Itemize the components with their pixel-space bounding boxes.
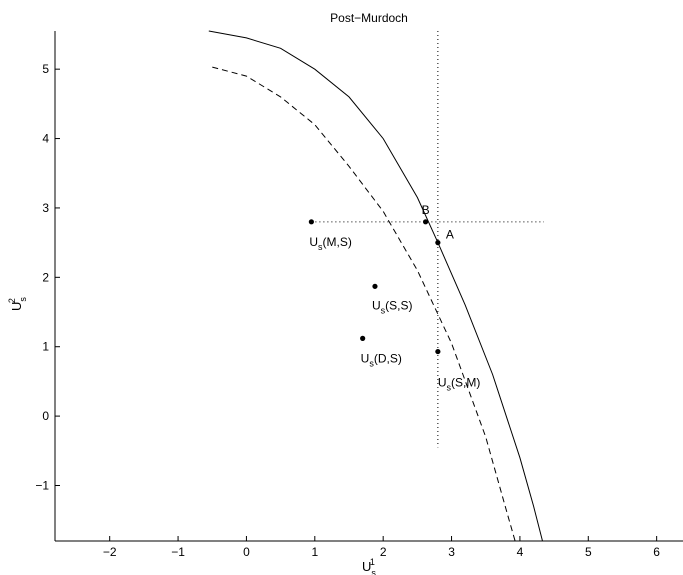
series-layer — [208, 30, 543, 542]
x-tick-label: 2 — [380, 545, 387, 559]
y-tick-label: 1 — [42, 340, 49, 354]
svg-text:Us2: Us2 — [7, 297, 28, 311]
series-line-dashed — [212, 66, 516, 542]
x-axis-label: Us1 — [362, 557, 376, 575]
y-tick-label: 4 — [42, 132, 49, 146]
x-tick-label: 3 — [448, 545, 455, 559]
x-tick-label: 0 — [243, 545, 250, 559]
point-label: Us(S,M) — [438, 376, 481, 393]
point-label: Us(S,S) — [372, 298, 413, 315]
x-tick-label: 6 — [653, 545, 660, 559]
x-tick-label: 1 — [311, 545, 318, 559]
x-tick-label: −2 — [103, 545, 117, 559]
point-label: B — [422, 203, 430, 217]
y-tick-label: 0 — [42, 409, 49, 423]
chart-title: Post−Murdoch — [330, 11, 408, 25]
data-point — [360, 335, 366, 341]
data-point — [372, 283, 378, 289]
plot-area — [55, 31, 683, 541]
y-tick-label: −1 — [35, 478, 49, 492]
point-label: A — [446, 228, 454, 242]
x-ticks: −2 −1 0 1 2 3 4 5 6 — [103, 536, 660, 559]
data-point — [422, 219, 429, 225]
x-tick-label: 5 — [585, 545, 592, 559]
points-layer: Us(M,S) Us(S,S) Us(D,S) Us(S,M) B A — [308, 203, 481, 393]
y-tick-label: 5 — [42, 62, 49, 76]
x-tick-label: 4 — [517, 545, 524, 559]
point-label: Us(D,S) — [361, 351, 402, 368]
x-tick-label: −1 — [171, 545, 185, 559]
y-ticks: −1 0 1 2 3 4 5 — [35, 62, 60, 492]
y-tick-label: 3 — [42, 201, 49, 215]
data-point — [435, 348, 441, 355]
point-label: Us(M,S) — [309, 235, 352, 252]
series-line-solid — [208, 30, 543, 542]
data-point — [308, 219, 314, 225]
data-point — [435, 240, 441, 246]
y-axis-label: Us2 — [7, 297, 28, 311]
y-tick-label: 2 — [42, 270, 49, 284]
